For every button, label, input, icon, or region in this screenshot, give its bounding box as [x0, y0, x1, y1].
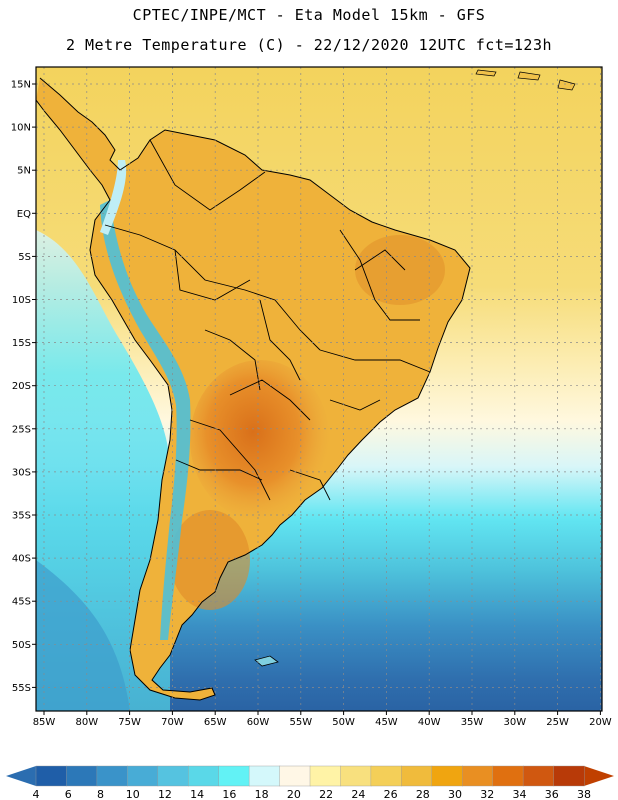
lon-tick-label: 20W	[589, 717, 612, 728]
colorbar-cell	[370, 765, 403, 787]
colorbar-cell	[96, 765, 129, 787]
colorbar-low-arrow	[6, 766, 36, 786]
lat-tick-label: 50S	[12, 640, 31, 651]
lon-tick-label: 85W	[33, 717, 56, 728]
colorbar-cell	[279, 765, 311, 787]
colorbar-label: 26	[384, 788, 398, 800]
colorbar-cell	[127, 765, 159, 787]
lon-tick-label: 65W	[204, 717, 227, 728]
map-area	[36, 67, 602, 711]
colorbar-cell	[157, 765, 189, 787]
colorbar-cell	[431, 765, 463, 787]
lon-tick-label: 55W	[289, 717, 312, 728]
colorbar-label: 22	[319, 788, 333, 800]
map-title: CPTEC/INPE/MCT - Eta Model 15km - GFS	[132, 6, 486, 24]
colorbar-cell	[35, 765, 68, 787]
map-frame	[35, 66, 603, 712]
colorbar-cell	[462, 765, 494, 787]
colorbar-label: 18	[255, 788, 269, 800]
andes-cold-strip	[100, 200, 191, 640]
colorbar-cell	[553, 765, 585, 787]
colorbar-cell	[309, 765, 342, 787]
map-subtitle: 2 Metre Temperature (C) - 22/12/2020 12U…	[65, 36, 553, 54]
colorbar-cell	[248, 765, 281, 787]
lat-tick-label: 25S	[12, 424, 31, 435]
colorbar-cell	[188, 765, 220, 787]
colorbar-cell	[522, 765, 555, 787]
colorbar-label: 12	[158, 788, 172, 800]
colorbar-cell	[218, 765, 250, 787]
lat-tick-label: 30S	[12, 467, 31, 478]
lon-tick-label: 50W	[332, 717, 355, 728]
colorbar-label: 36	[545, 788, 559, 800]
lon-tick-label: 60W	[247, 717, 270, 728]
lat-tick-label: 55S	[12, 683, 31, 694]
graticule	[36, 67, 602, 711]
southern-pacific	[36, 560, 130, 711]
colorbar: 4 6 8 10 12 14 16 18 20 22 24 26 28 30 32 34 36 38	[6, 765, 614, 800]
lon-tick-label: 25W	[546, 717, 569, 728]
colorbar-label: 6	[65, 788, 72, 800]
ne-brazil-hot	[355, 235, 445, 305]
longitude-axis: 85W 80W 75W 70W 65W 60W 55W 50W 45W 40W 35W 30W 25W 2…	[33, 711, 612, 728]
patagonia-hot	[170, 510, 250, 610]
lon-tick-label: 45W	[375, 717, 398, 728]
colorbar-label: 4	[33, 788, 40, 800]
lon-tick-label: 75W	[118, 717, 141, 728]
country-borders	[104, 139, 431, 501]
colorbar-label: 32	[480, 788, 494, 800]
lat-tick-label: 5N	[17, 166, 31, 177]
lon-tick-label: 70W	[161, 717, 184, 728]
lat-tick-label: 20S	[12, 381, 31, 392]
lon-tick-label: 30W	[503, 717, 526, 728]
lat-tick-label: 15S	[12, 338, 31, 349]
lat-tick-label: 5S	[18, 252, 31, 263]
colorbar-label: 28	[416, 788, 430, 800]
lon-tick-label: 35W	[461, 717, 484, 728]
lat-tick-label: 35S	[12, 511, 31, 522]
latitude-axis: 15N 10N 5N EQ 5S 10S 15S 20S 25S 30S 35S 40S 45S 50S 5…	[11, 80, 36, 694]
lat-tick-label: 40S	[12, 554, 31, 565]
colorbar-cell	[66, 765, 98, 787]
colorbar-label: 14	[190, 788, 204, 800]
colorbar-label: 8	[97, 788, 104, 800]
colorbar-label: 30	[448, 788, 462, 800]
northern-andes	[100, 160, 127, 235]
lat-tick-label: 10S	[12, 295, 31, 306]
coastline	[36, 77, 471, 701]
colorbar-label: 10	[126, 788, 140, 800]
caribbean-islands	[475, 69, 576, 91]
lon-tick-label: 80W	[75, 717, 98, 728]
falkland-islands	[254, 655, 279, 667]
colorbar-label: 24	[351, 788, 365, 800]
colorbar-cell	[401, 765, 433, 787]
colorbar-label: 34	[513, 788, 527, 800]
lat-tick-label: EQ	[17, 209, 31, 220]
colorbar-label: 20	[287, 788, 301, 800]
hot-core	[190, 360, 330, 520]
lon-tick-label: 40W	[418, 717, 441, 728]
lat-tick-label: 15N	[11, 80, 31, 91]
colorbar-label: 16	[222, 788, 236, 800]
lat-tick-label: 45S	[12, 597, 31, 608]
colorbar-high-arrow	[584, 766, 614, 786]
colorbar-cell	[492, 765, 524, 787]
colorbar-cell	[340, 765, 372, 787]
lat-tick-label: 10N	[11, 123, 31, 134]
colorbar-label: 38	[577, 788, 591, 800]
